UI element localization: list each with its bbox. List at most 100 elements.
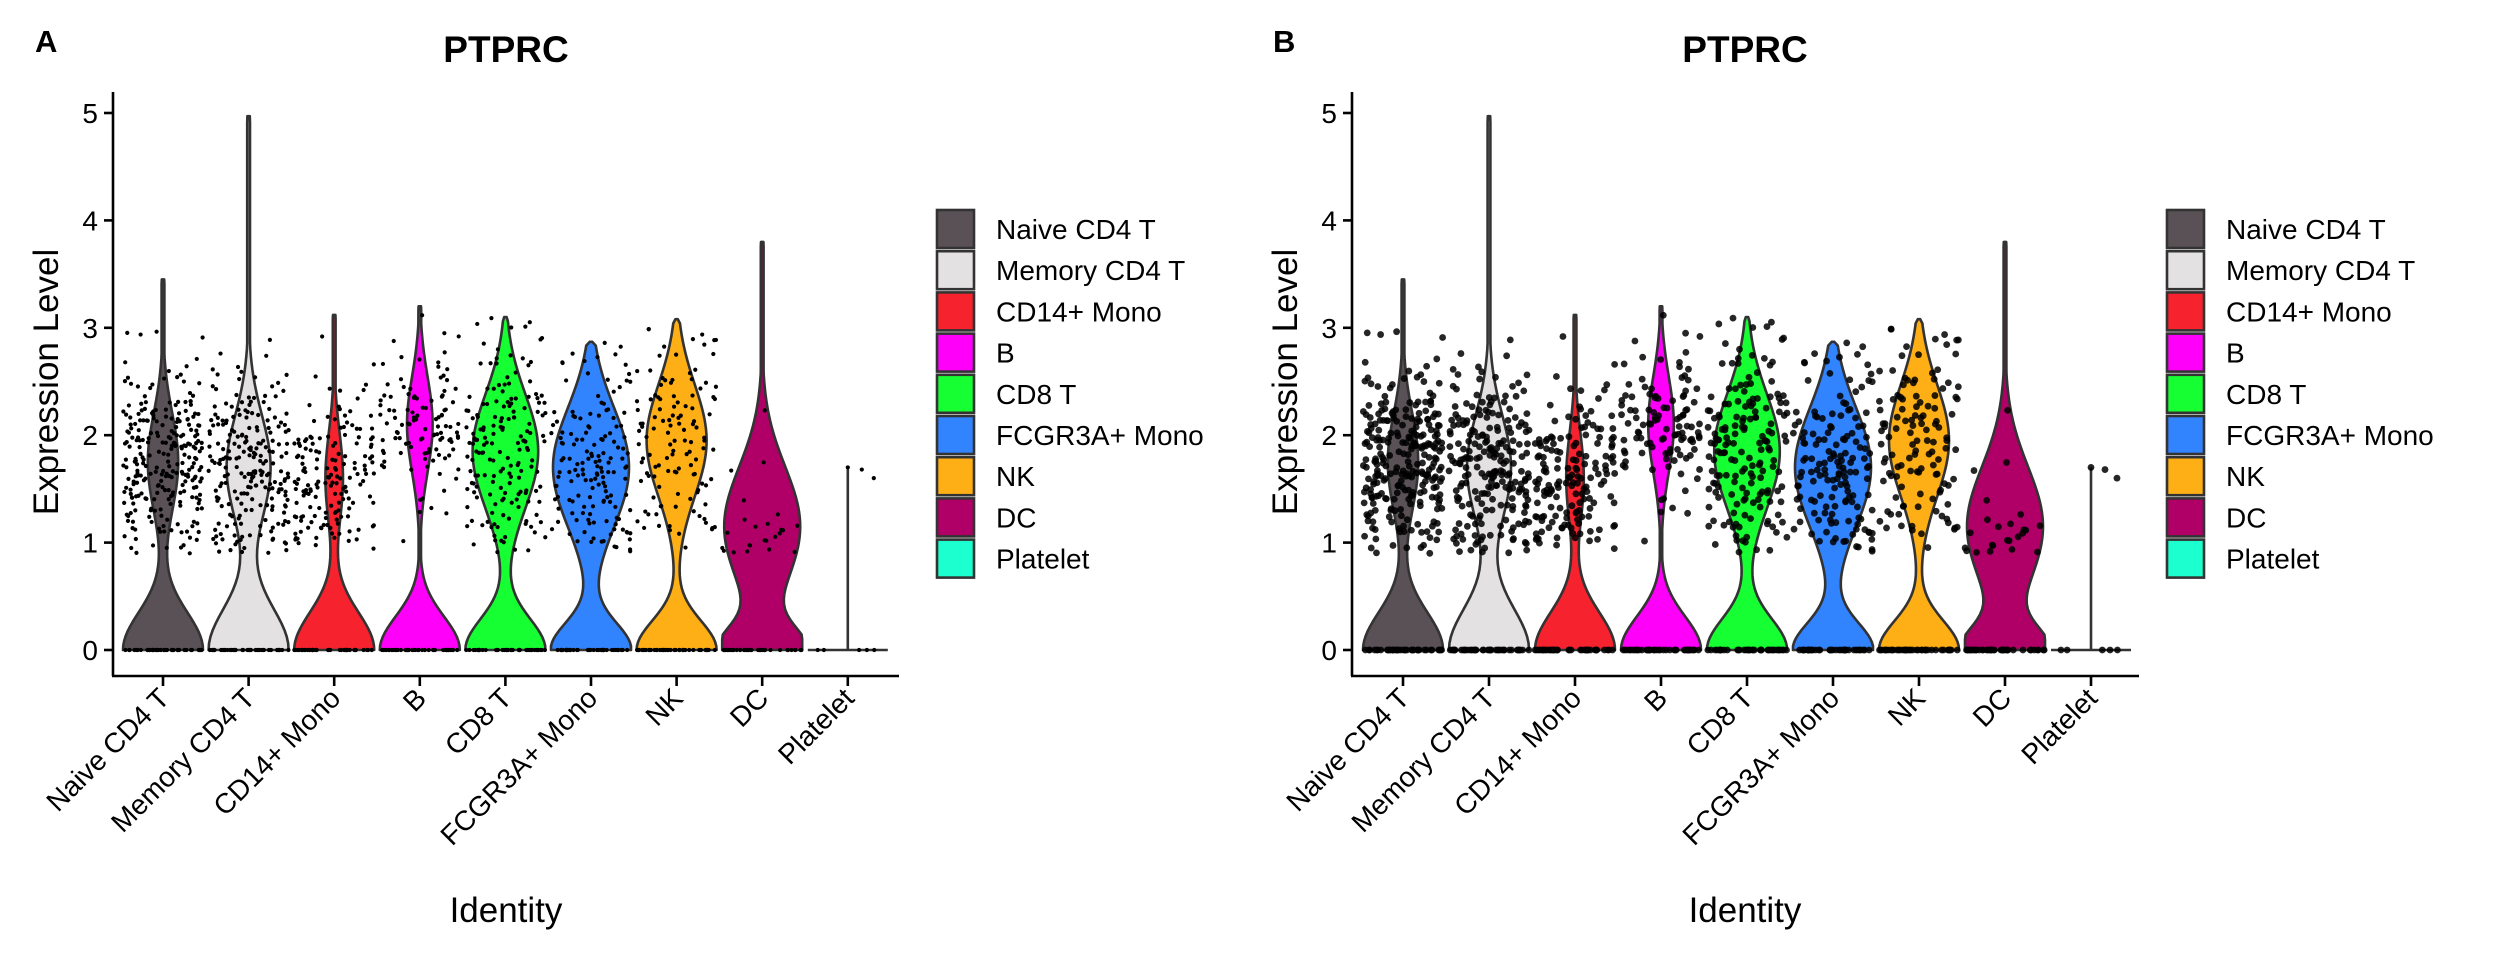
data-point (253, 469, 258, 474)
data-point (1913, 437, 1921, 445)
data-point (1567, 385, 1574, 393)
data-point (167, 400, 172, 405)
data-point (429, 398, 434, 403)
data-point (1707, 393, 1715, 401)
data-point (305, 483, 311, 488)
data-point (1418, 468, 1426, 476)
data-point (711, 395, 716, 400)
data-point (480, 523, 485, 528)
data-point (299, 518, 304, 523)
data-point (694, 425, 699, 430)
data-point (1423, 362, 1431, 370)
data-point (1731, 430, 1739, 438)
data-point (283, 493, 288, 498)
data-point (536, 400, 542, 405)
data-point (230, 514, 235, 519)
data-point (232, 429, 237, 434)
data-point (371, 362, 376, 367)
data-point (251, 455, 256, 460)
data-point (492, 414, 498, 420)
data-point (651, 495, 656, 500)
x-tick-label: Platelet (772, 682, 860, 770)
data-point (1500, 460, 1508, 467)
data-point (327, 386, 332, 391)
data-point (207, 647, 212, 653)
data-point (1796, 493, 1804, 501)
data-point (167, 473, 172, 479)
data-point (1936, 488, 1944, 496)
data-point (186, 422, 192, 427)
data-point (1811, 350, 1818, 358)
data-point (425, 464, 430, 469)
data-point (1393, 328, 1401, 336)
data-point (212, 404, 217, 409)
data-point (481, 341, 486, 346)
data-point (1843, 482, 1851, 490)
data-point (124, 512, 129, 517)
data-point (218, 531, 223, 537)
data-point (671, 404, 677, 409)
data-point (235, 434, 240, 439)
data-point (237, 376, 242, 382)
data-point (1497, 501, 1505, 509)
legend-item: B (935, 332, 1015, 373)
data-point (651, 426, 656, 431)
data-point (1650, 409, 1658, 416)
data-point (1722, 471, 1730, 479)
data-point (444, 378, 450, 383)
data-point (1419, 459, 1426, 467)
data-point (593, 476, 598, 481)
data-point (599, 539, 604, 544)
data-point (1831, 484, 1838, 492)
violin-mark (635, 317, 718, 652)
data-point (1808, 496, 1815, 504)
data-point (259, 479, 265, 484)
points-group (121, 329, 205, 653)
data-point (1738, 467, 1746, 475)
data-point (1565, 646, 1573, 654)
data-point (212, 460, 217, 465)
data-point (409, 444, 414, 450)
data-point (596, 482, 601, 487)
data-point (187, 390, 193, 396)
data-point (1730, 509, 1738, 517)
data-point (174, 425, 179, 430)
data-point (126, 403, 132, 408)
data-point (1581, 460, 1589, 468)
data-point (471, 431, 476, 436)
data-point (179, 469, 185, 474)
data-point (384, 421, 389, 426)
data-point (284, 548, 289, 553)
data-point (1840, 399, 1847, 407)
data-point (1361, 532, 1368, 540)
data-point (148, 431, 154, 436)
data-point (155, 490, 160, 495)
data-point (1393, 646, 1401, 654)
data-point (363, 471, 369, 476)
data-point (1385, 513, 1393, 521)
data-point (569, 479, 574, 484)
data-point (1782, 399, 1790, 407)
data-point (1738, 448, 1745, 456)
data-point (1876, 517, 1884, 525)
data-point (1486, 531, 1494, 539)
data-point (363, 382, 369, 387)
data-point (1476, 411, 1484, 419)
data-point (187, 455, 192, 460)
data-point (1766, 361, 1774, 369)
data-point (700, 481, 705, 486)
data-point (403, 441, 409, 446)
data-point (658, 504, 663, 509)
data-point (474, 495, 480, 500)
data-point (481, 442, 487, 447)
data-point (1417, 544, 1425, 551)
data-point (443, 423, 449, 429)
data-point (690, 393, 695, 398)
data-point (250, 475, 255, 480)
data-point (175, 647, 180, 653)
data-point (1751, 408, 1759, 416)
data-point (166, 497, 171, 502)
data-point (666, 468, 671, 474)
data-point (1438, 439, 1446, 447)
